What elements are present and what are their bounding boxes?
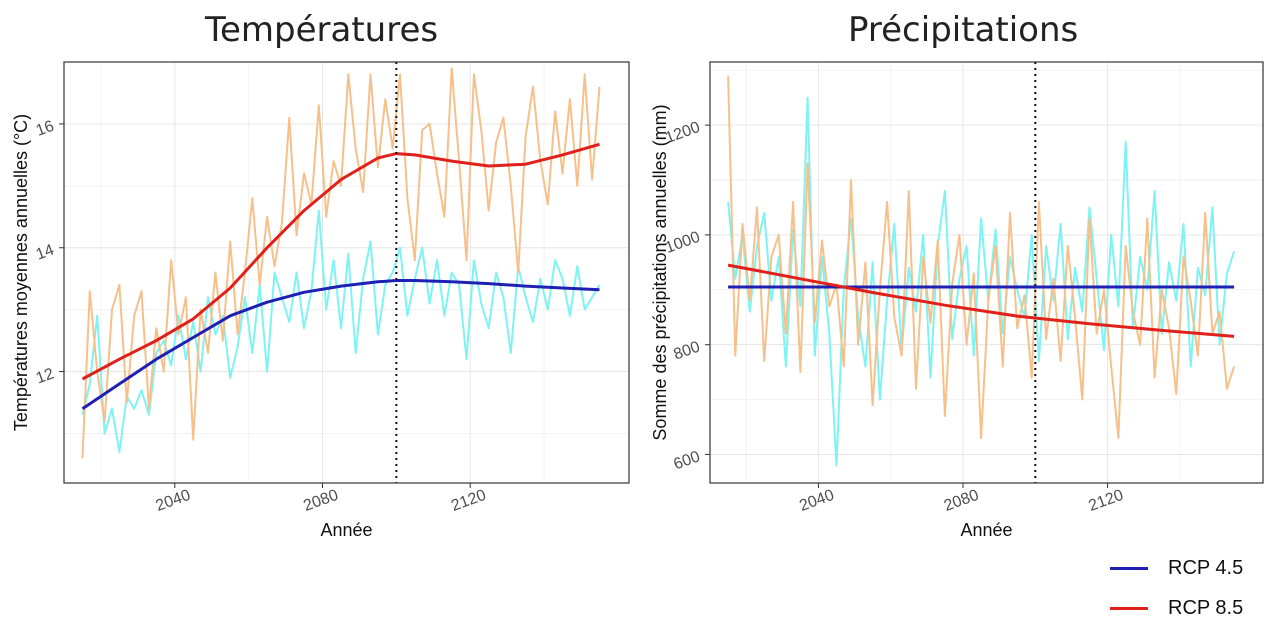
prec-series-rcp85-annual [727,75,1236,439]
prec-y-tick-label: 600 [671,448,702,473]
legend-item-rcp85: RCP 8.5 [1110,588,1243,628]
temp-y-tick-label: 12 [34,365,57,387]
temp-y-tick-label: 16 [34,118,57,140]
legend-label-rcp85: RCP 8.5 [1168,596,1244,619]
prec-plot-frame [709,61,1264,484]
precipitation-chart-title: Précipitations [848,10,1079,50]
legend-swatch-rcp85 [1110,606,1148,610]
temp-series-rcp45-trend [81,279,600,410]
temp-series-rcp85-annual [81,67,601,459]
temp-y-tick-label: 14 [34,241,57,263]
prec-x-axis-title: Année [960,520,1012,540]
temp-y-axis-title: Températures moyennes annuelles (°C) [11,114,31,431]
legend-swatch-rcp45 [1110,566,1148,570]
temp-plot-frame [63,61,630,484]
prec-series-rcp85-trend [727,263,1235,338]
temp-series-rcp45-annual [81,209,601,453]
prec-x-tick-label: 2080 [942,487,981,515]
temperature-chart-title: Températures [205,10,439,50]
temp-chart: 2040 2080 2120 12 14 16 Année Températures moye… [11,61,630,540]
legend-label-rcp45: RCP 4.5 [1168,556,1244,579]
legend: RCP 4.5 RCP 8.5 [1110,548,1243,628]
temp-x-axis-title: Année [320,520,372,540]
temp-x-tick-label: 2080 [301,487,340,515]
temp-series-rcp85-trend [81,142,600,381]
temp-x-tick-label: 2040 [154,487,193,515]
prec-x-tick-label: 2120 [1086,487,1125,515]
legend-item-rcp45: RCP 4.5 [1110,548,1243,588]
prec-y-tick-label: 800 [671,338,702,363]
temp-x-tick-label: 2120 [449,487,488,515]
prec-y-axis-title: Somme des précipitations annuelles (mm) [650,104,670,440]
prec-x-tick-label: 2040 [797,487,836,515]
